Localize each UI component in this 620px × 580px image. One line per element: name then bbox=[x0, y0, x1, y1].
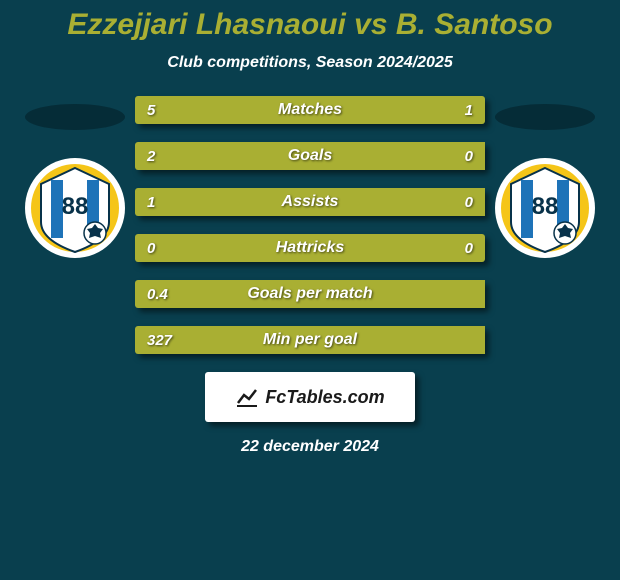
chart-icon bbox=[235, 385, 259, 409]
stat-bar: 10Assists bbox=[135, 188, 485, 216]
stat-bar: 20Goals bbox=[135, 142, 485, 170]
stat-bar: 00Hattricks bbox=[135, 234, 485, 262]
stat-value-right: 0 bbox=[465, 188, 473, 216]
stat-bar: 327Min per goal bbox=[135, 326, 485, 354]
badge-number: 88 bbox=[532, 193, 559, 220]
stat-value-left: 0.4 bbox=[147, 280, 168, 308]
badge-number: 88 bbox=[62, 193, 89, 220]
stat-value-left: 327 bbox=[147, 326, 172, 354]
stat-bar-left-fill bbox=[135, 326, 485, 354]
stat-bar: 0.4Goals per match bbox=[135, 280, 485, 308]
stat-value-right: 0 bbox=[465, 142, 473, 170]
main-row: 88 51Matches20Goals10Assists00Hattricks0… bbox=[0, 96, 620, 354]
stat-value-right: 1 bbox=[465, 96, 473, 124]
stat-value-left: 2 bbox=[147, 142, 155, 170]
player-shadow-right bbox=[495, 104, 595, 130]
club-badge-right: 88 bbox=[495, 158, 595, 258]
comparison-infographic: Ezzejjari Lhasnaoui vs B. Santoso Club c… bbox=[0, 0, 620, 580]
stat-value-left: 0 bbox=[147, 234, 155, 262]
page-title: Ezzejjari Lhasnaoui vs B. Santoso bbox=[67, 8, 552, 42]
watermark-text: FcTables.com bbox=[265, 387, 384, 408]
stat-bar-left-fill bbox=[135, 96, 398, 124]
club-badge-icon: 88 bbox=[25, 158, 125, 258]
right-player-col: 88 bbox=[485, 96, 605, 258]
club-badge-left: 88 bbox=[25, 158, 125, 258]
subtitle: Club competitions, Season 2024/2025 bbox=[167, 54, 452, 72]
stat-bar-left-fill bbox=[135, 188, 485, 216]
stat-bar-left-fill bbox=[135, 234, 310, 262]
club-badge-icon: 88 bbox=[495, 158, 595, 258]
left-player-col: 88 bbox=[15, 96, 135, 258]
stats-bars: 51Matches20Goals10Assists00Hattricks0.4G… bbox=[135, 96, 485, 354]
stat-bar-left-fill bbox=[135, 142, 485, 170]
stat-bar-right-fill bbox=[310, 234, 485, 262]
stat-value-left: 5 bbox=[147, 96, 155, 124]
date-text: 22 december 2024 bbox=[241, 438, 379, 456]
stat-value-left: 1 bbox=[147, 188, 155, 216]
stat-value-right: 0 bbox=[465, 234, 473, 262]
player-shadow-left bbox=[25, 104, 125, 130]
stat-bar: 51Matches bbox=[135, 96, 485, 124]
stat-bar-left-fill bbox=[135, 280, 485, 308]
watermark-box: FcTables.com bbox=[205, 372, 415, 422]
